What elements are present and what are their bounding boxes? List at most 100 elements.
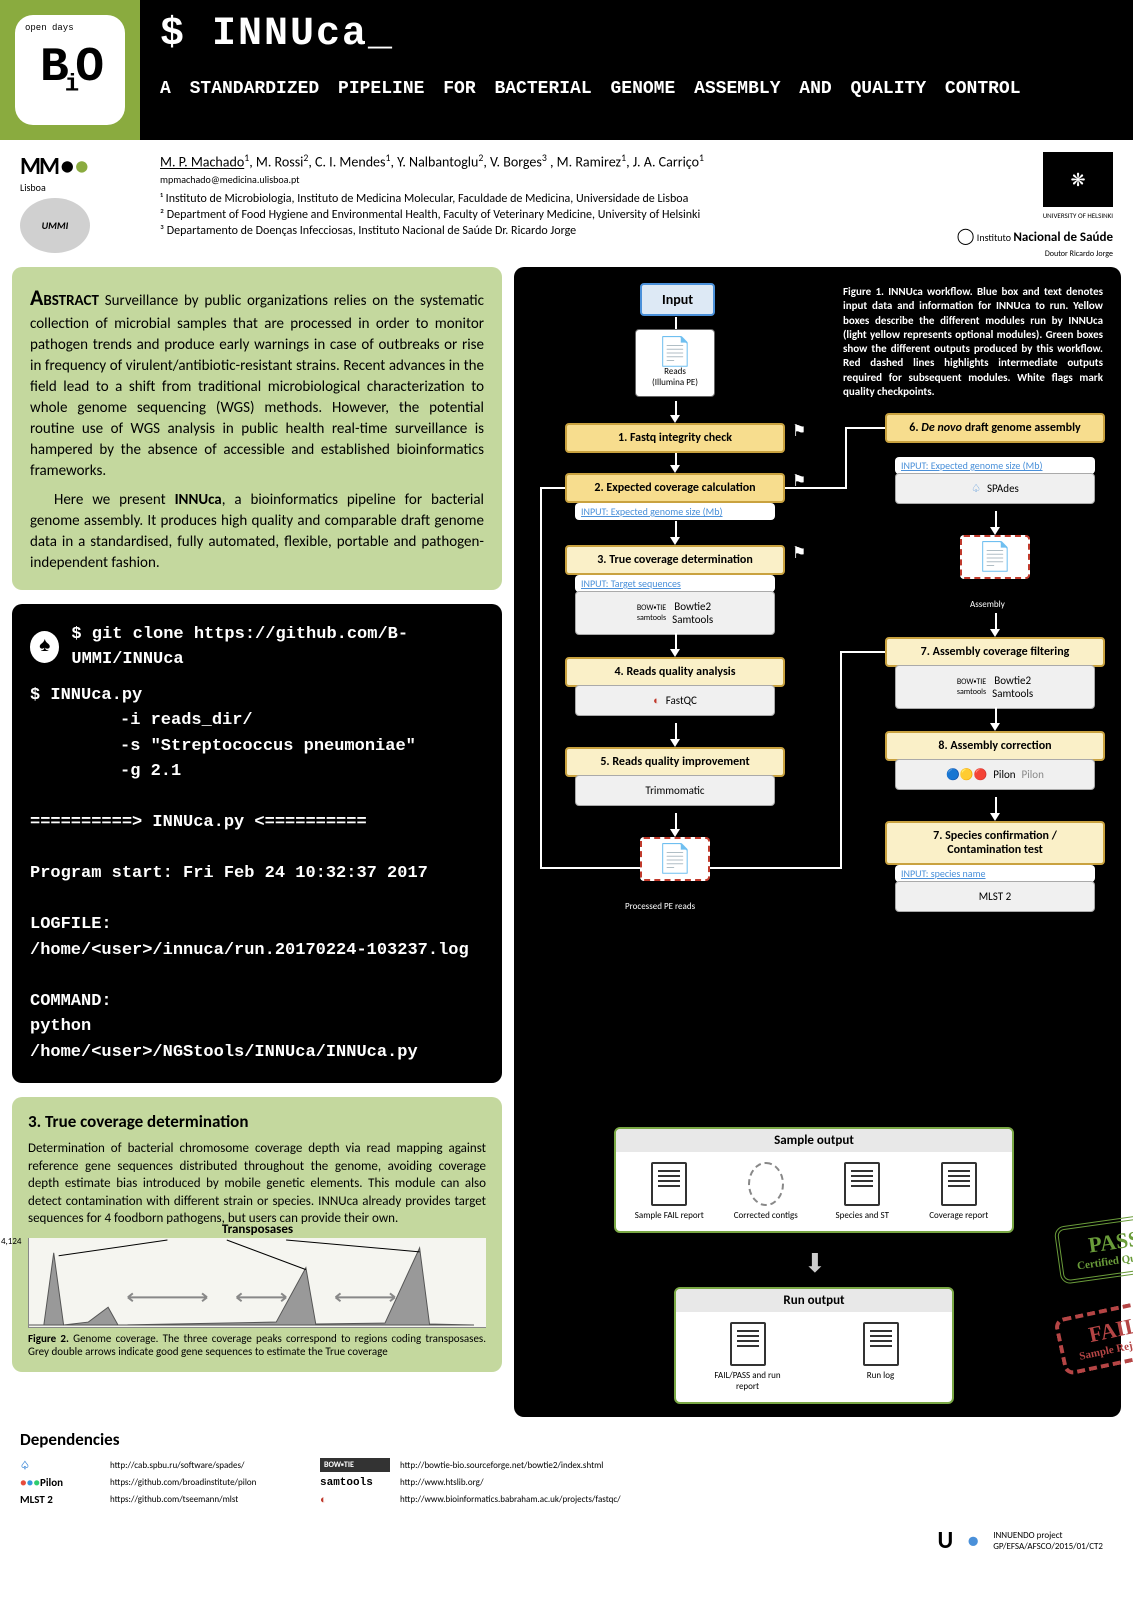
wf-step-6-input: INPUT: Expected genome size (Mb) xyxy=(895,457,1095,474)
insa-main: Nacional de Saúde xyxy=(1013,230,1113,245)
coverage-plot: Transposases 4,124 xyxy=(28,1238,486,1328)
wf-step-7a-tool: BOW▪TIEsamtools Bowtie2Samtools xyxy=(895,665,1095,709)
abstract-box: Abstract Surveillance by public organiza… xyxy=(12,267,502,590)
poster-header: open days BiO $ INNUca_ A STANDARDIZED P… xyxy=(0,0,1133,140)
wf-step-4: 4. Reads quality analysis xyxy=(565,657,785,687)
dep-url: http://cab.spbu.ru/software/spades/ xyxy=(110,1460,310,1471)
arg-i: -i reads_dir/ xyxy=(120,708,484,734)
reads-icon: 📄 xyxy=(644,338,706,366)
authors-section: MM Lisboa UMMI M. P. Machado1, M. Rossi2… xyxy=(0,140,1133,267)
wf-step-6-tool: ♤ SPAdes xyxy=(895,473,1095,504)
pilon-logo: ●●●Pilon xyxy=(20,1476,100,1489)
doc-icon xyxy=(730,1322,766,1366)
arg-g: -g 2.1 xyxy=(120,759,484,785)
footer-project: INNUENDO project xyxy=(993,1530,1103,1541)
plot-ymax: 4,124 xyxy=(1,1236,22,1247)
insa-pre: Instituto xyxy=(977,231,1011,244)
affiliation-1: ¹ Instituto de Microbiologia, Instituto … xyxy=(160,192,923,206)
helsinki-sub: UNIVERSITY OF HELSINKI xyxy=(943,211,1113,220)
mm-logo-text: MM xyxy=(20,152,58,181)
wf-step-3: 3. True coverage determination xyxy=(565,545,785,575)
output-item: Sample FAIL report xyxy=(634,1162,704,1221)
doc-icon xyxy=(844,1162,880,1206)
wf-step-6: 6. De novo draft genome assembly xyxy=(885,413,1105,443)
wf-step-7a: 7. Assembly coverage filtering xyxy=(885,637,1105,667)
output-item: FAIL/PASS and run report xyxy=(713,1322,783,1392)
dependencies-section: Dependencies ♤ http://cab.spbu.ru/softwa… xyxy=(0,1417,1133,1518)
command-label: COMMAND: xyxy=(30,989,484,1015)
figure-2-caption: Figure 2. Genome coverage. The three cov… xyxy=(28,1332,486,1358)
innuca-cmd: $ INNUca.py xyxy=(30,683,484,709)
mlst-logo: MLST 2 xyxy=(20,1493,100,1506)
module-title: 3. True coverage determination xyxy=(28,1111,486,1132)
doc-icon xyxy=(651,1162,687,1206)
wf-step-3-tool: BOW▪TIEsamtools Bowtie2Samtools xyxy=(575,591,775,635)
poster-title: $ INNUca_ xyxy=(160,12,1113,57)
affiliation-2: ² Department of Food Hygiene and Environ… xyxy=(160,208,923,222)
assembly-label: Assembly xyxy=(970,599,1005,610)
pass-stamp: PASS Certified Quality xyxy=(1053,1211,1133,1285)
down-arrow-icon: ⬇ xyxy=(804,1247,826,1279)
wf-step-3-input: INPUT: Target sequences xyxy=(575,575,775,592)
output-item: Species and ST xyxy=(827,1162,897,1221)
abstract-p2: Here we present INNUca, a bioinformatics… xyxy=(30,490,484,574)
arg-s: -s "Streptococcus pneumoniae" xyxy=(120,734,484,760)
module-text: Determination of bacterial chromosome co… xyxy=(28,1140,486,1228)
doc-icon xyxy=(941,1162,977,1206)
logo-main-text: BiO xyxy=(40,41,100,99)
wf-step-2: 2. Expected coverage calculation xyxy=(565,473,785,503)
assembly-box: 📄 xyxy=(960,535,1030,579)
dependencies-title: Dependencies xyxy=(20,1429,1113,1450)
wf-reads-box: 📄 Reads(Illumina PE) xyxy=(635,329,715,397)
git-clone-cmd: $ git clone https://github.com/B-UMMI/IN… xyxy=(71,622,484,673)
output-item: Corrected contigs xyxy=(731,1162,801,1221)
bowtie-logo: BOW▪TIE xyxy=(320,1458,390,1472)
processed-reads-box: 📄 xyxy=(640,837,710,881)
wf-step-4-tool: ◐ FastQC xyxy=(575,685,775,716)
program-start: Program start: Fri Feb 24 10:32:37 2017 xyxy=(30,861,484,887)
mm-logo-sub: Lisboa xyxy=(20,181,140,194)
affiliation-3: ³ Departamento de Doenças Infecciosas, I… xyxy=(160,224,923,238)
wf-input-box: Input xyxy=(640,283,715,316)
footer-grant: GP/EFSA/AFSCO/2015/01/CT2 xyxy=(993,1541,1103,1552)
logfile-path: /home/<user>/innuca/run.20170224-103237.… xyxy=(30,938,484,964)
fail-stamp: FAIL Sample Rejected xyxy=(1054,1296,1133,1377)
author-list: M. P. Machado1, M. Rossi2, C. I. Mendes1… xyxy=(160,152,923,171)
run-output-title: Run output xyxy=(676,1289,952,1312)
contigs-icon xyxy=(748,1162,784,1206)
wf-step-8: 8. Assembly correction xyxy=(885,731,1105,761)
output-item: Coverage report xyxy=(924,1162,994,1221)
module-3-box: 3. True coverage determination Determina… xyxy=(12,1097,502,1372)
dep-url: https://github.com/broadinstitute/pilon xyxy=(110,1477,310,1488)
wf-step-7b: 7. Species confirmation / Contamination … xyxy=(885,821,1105,865)
terminal-divider: ==========> INNUca.py <========== xyxy=(30,810,484,836)
github-icon: ♠ xyxy=(30,631,59,663)
ummi-logo: UMMI xyxy=(20,198,90,253)
ulisboa-logo: U xyxy=(937,1526,953,1555)
wf-step-1: 1. Fastq integrity check xyxy=(565,423,785,453)
samtools-logo: samtools xyxy=(320,1477,390,1489)
institution-logos-right: ❋ UNIVERSITY OF HELSINKI ◯ Instituto Nac… xyxy=(943,152,1113,259)
helsinki-logo: ❋ xyxy=(1043,152,1113,207)
wf-step-7b-tool: MLST 2 xyxy=(895,881,1095,912)
workflow-panel: Figure 1. INNUca workflow. Blue box and … xyxy=(514,267,1121,1417)
dep-url: http://bowtie-bio.sourceforge.net/bowtie… xyxy=(400,1460,1113,1471)
flag-icon: ⚑ xyxy=(792,543,806,563)
wf-step-5-tool: Trimmomatic xyxy=(575,775,775,806)
logo-top-text: open days xyxy=(25,23,74,33)
assembly-icon: 📄 xyxy=(968,543,1022,571)
reads-label: Reads(Illumina PE) xyxy=(644,366,706,388)
institution-logos-left: MM Lisboa UMMI xyxy=(20,152,140,253)
flag-icon: ⚑ xyxy=(792,421,806,441)
command-path: python /home/<user>/NGStools/INNUca/INNU… xyxy=(30,1014,484,1065)
wf-step-8-tool: 🔵🟡🔴 Pilon Pilon xyxy=(895,759,1095,790)
abstract-title: Abstract xyxy=(30,284,99,311)
abstract-p1: Surveillance by public organizations rel… xyxy=(30,292,484,480)
doc-icon xyxy=(863,1322,899,1366)
processed-label: Processed PE reads xyxy=(625,901,695,912)
output-item: Run log xyxy=(846,1322,916,1392)
terminal-box: ♠ $ git clone https://github.com/B-UMMI/… xyxy=(12,604,502,1084)
sample-output-panel: Sample output Sample FAIL report Correct… xyxy=(614,1127,1014,1233)
innuendo-icon: ● xyxy=(967,1529,979,1553)
run-output-panel: Run output FAIL/PASS and run report Run … xyxy=(674,1287,954,1404)
